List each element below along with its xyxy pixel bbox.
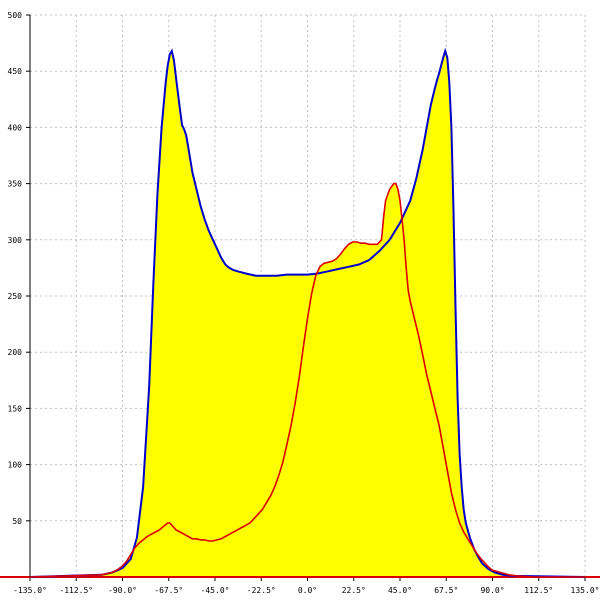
series-line-blue <box>29 47 586 578</box>
x-tick-label: -22.5° <box>247 586 276 595</box>
x-tick-label: -135.0° <box>13 586 47 595</box>
y-tick-label: 150 <box>8 404 23 413</box>
x-tick-label: 90.0° <box>480 586 504 595</box>
y-tick-label: 300 <box>8 236 23 245</box>
y-axis: 50 100 150 200 250 300 350 400 450 500 <box>8 11 31 577</box>
x-tick-label: 22.5° <box>342 586 366 595</box>
x-tick-label: -67.5° <box>154 586 183 595</box>
x-tick-label: 112.5° <box>524 586 553 595</box>
y-tick-label: 450 <box>8 67 23 76</box>
x-tick-label: 45.0° <box>388 586 412 595</box>
x-tick-label: -112.5° <box>59 586 93 595</box>
y-tick-label: 100 <box>8 461 23 470</box>
x-tick-label: -45.0° <box>201 586 230 595</box>
x-axis: -135.0° -112.5° -90.0° -67.5° -45.0° -22.5° 0.… <box>0 576 600 595</box>
x-tick-label: 67.5° <box>434 586 458 595</box>
y-tick-label: 400 <box>8 123 23 132</box>
x-tick-label: -90.0° <box>108 586 137 595</box>
y-tick-label: 200 <box>8 348 23 357</box>
x-tick-label: 135.0° <box>571 586 600 595</box>
y-tick-label: 250 <box>8 292 23 301</box>
x-tick-label: 0.0° <box>298 586 317 595</box>
y-tick-label: 350 <box>8 180 23 189</box>
series-line-red <box>29 182 585 578</box>
y-tick-label: 500 <box>8 11 23 20</box>
y-tick-label: 50 <box>12 517 22 526</box>
